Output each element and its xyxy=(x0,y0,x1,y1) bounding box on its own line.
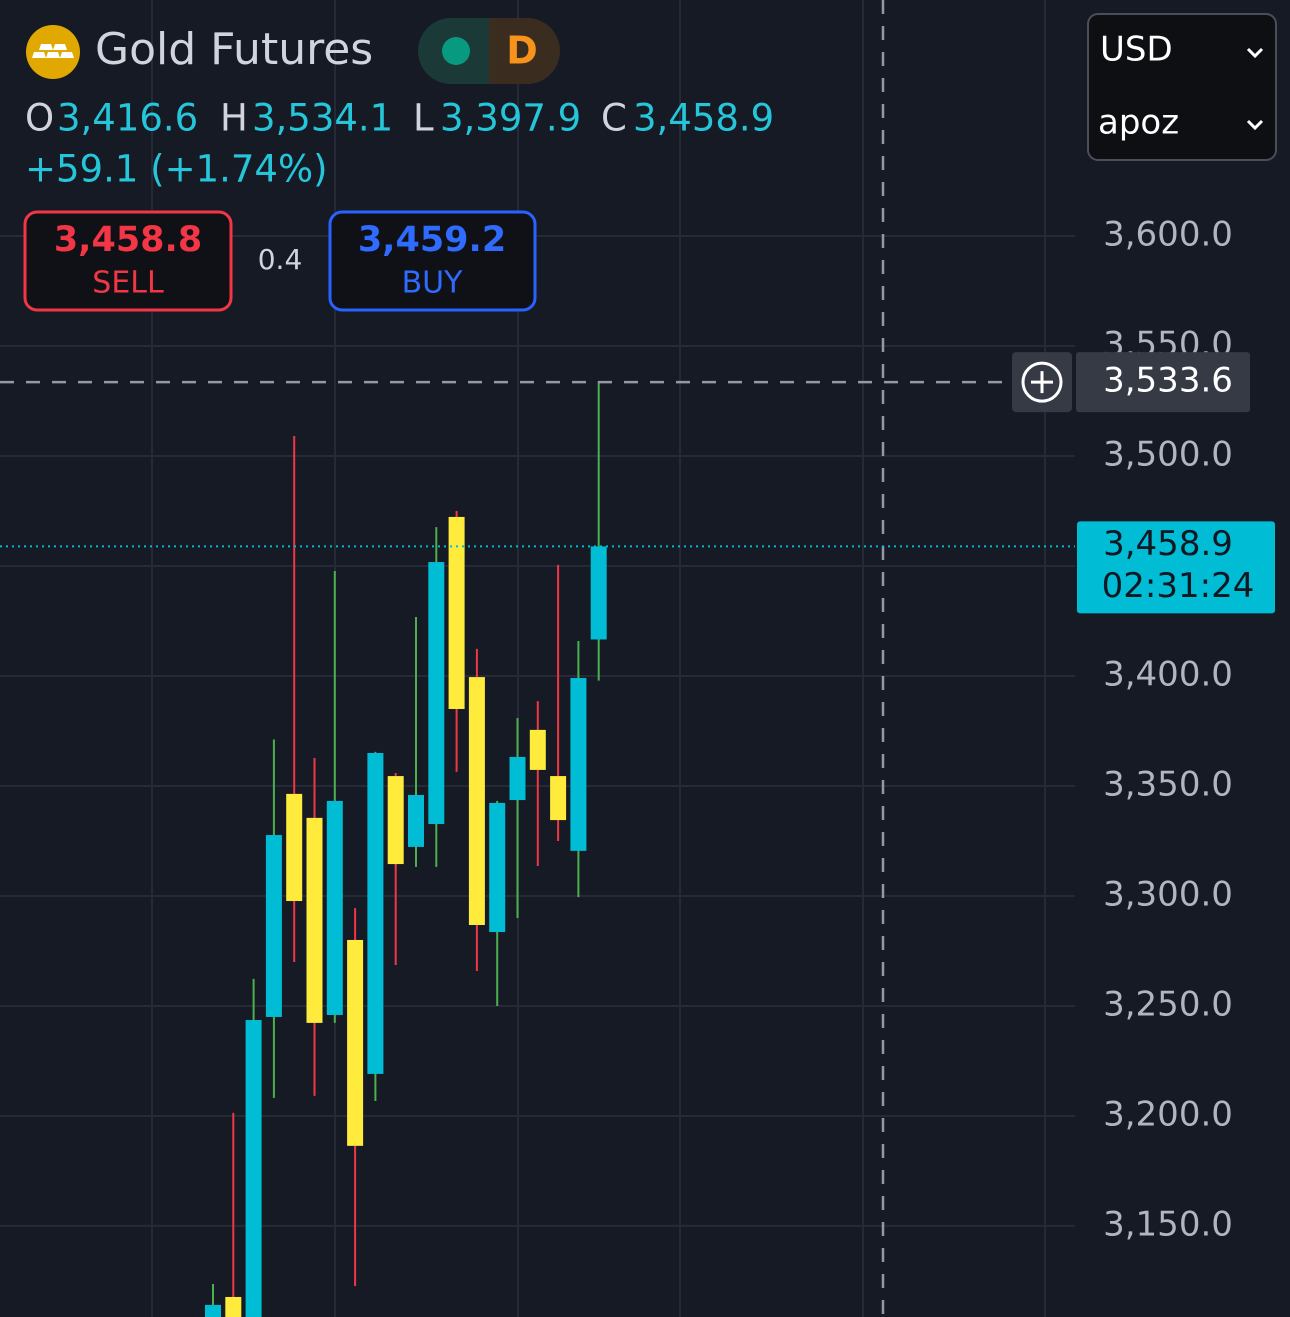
grid xyxy=(0,0,1075,1317)
candle-body xyxy=(347,939,364,1146)
y-tick-label: 3,600.0 xyxy=(1103,215,1233,255)
plus-icon xyxy=(1021,361,1063,403)
symbol-title[interactable]: Gold Futures xyxy=(95,24,373,75)
crosshair-price-label: 3,533.6 xyxy=(1103,361,1233,401)
toolbar xyxy=(1087,13,1277,161)
interval-pill[interactable] xyxy=(489,18,560,84)
ohlc-value: 3,534.1 xyxy=(252,97,393,140)
ohlc-value: 3,416.6 xyxy=(57,97,198,140)
candle-body xyxy=(448,516,465,709)
candle-body xyxy=(367,752,384,1074)
chevron xyxy=(1246,119,1264,131)
y-tick-label: 3,350.0 xyxy=(1103,764,1233,804)
buy-price: 3,459.2 xyxy=(358,220,506,260)
plus-icon xyxy=(1031,371,1053,394)
candle-body xyxy=(570,677,587,851)
candle-body xyxy=(509,756,526,801)
layout-select[interactable]: apoz xyxy=(1098,103,1179,143)
candle-body xyxy=(326,800,343,1015)
buy-label: BUY xyxy=(402,266,464,301)
candle-body xyxy=(225,1296,242,1317)
y-tick-label: 3,300.0 xyxy=(1103,874,1233,914)
market-status-dot xyxy=(442,37,470,65)
y-tick-label: 3,150.0 xyxy=(1103,1204,1233,1244)
candle-body xyxy=(428,562,445,825)
ohlc-value: 3,458.9 xyxy=(633,97,774,140)
ohlc-key: O xyxy=(25,97,54,140)
y-tick-label: 3,250.0 xyxy=(1103,984,1233,1024)
ohlc-key: H xyxy=(220,97,248,140)
candle-body xyxy=(408,794,424,847)
y-tick-label: 3,500.0 xyxy=(1103,435,1233,475)
y-tick-label: 3,200.0 xyxy=(1103,1094,1233,1134)
candle-body xyxy=(489,802,506,933)
spread: 0.4 xyxy=(258,243,303,276)
crosshair-price-box xyxy=(1076,352,1250,413)
candle-body xyxy=(468,677,485,926)
buy-button[interactable] xyxy=(328,210,537,312)
currency-select[interactable]: USD xyxy=(1100,30,1173,70)
sell-label: SELL xyxy=(92,266,164,301)
candle-body xyxy=(590,546,607,640)
sell-button[interactable] xyxy=(23,210,233,312)
candle-body xyxy=(205,1304,221,1317)
ohlc-key: L xyxy=(413,97,434,140)
candles xyxy=(205,380,607,1317)
interval[interactable]: D xyxy=(506,29,538,73)
candle-body xyxy=(550,776,567,821)
sell-price: 3,458.8 xyxy=(54,220,202,260)
candle-body xyxy=(265,835,282,1017)
y-tick-label: 3,400.0 xyxy=(1103,654,1233,694)
ohlc-key: C xyxy=(601,97,627,140)
last-price-label: 3,458.9 xyxy=(1103,524,1233,564)
candle-body xyxy=(387,776,404,865)
candle-body xyxy=(245,1020,262,1317)
overlay xyxy=(0,380,1075,548)
countdown: 02:31:24 xyxy=(1102,566,1255,606)
last-price-box xyxy=(1077,521,1275,614)
candle-body xyxy=(529,729,546,770)
change: +59.1 (+1.74%) xyxy=(25,148,328,191)
logo-icon xyxy=(32,44,74,58)
candle-body xyxy=(306,817,323,1023)
price-axis: 3,150.0 3,200.0 3,250.0 3,300.0 3,350.0 3,400… xyxy=(1012,215,1275,1244)
chevron xyxy=(1246,47,1264,59)
ohlc-value: 3,397.9 xyxy=(440,97,581,140)
candle-body xyxy=(286,793,303,902)
